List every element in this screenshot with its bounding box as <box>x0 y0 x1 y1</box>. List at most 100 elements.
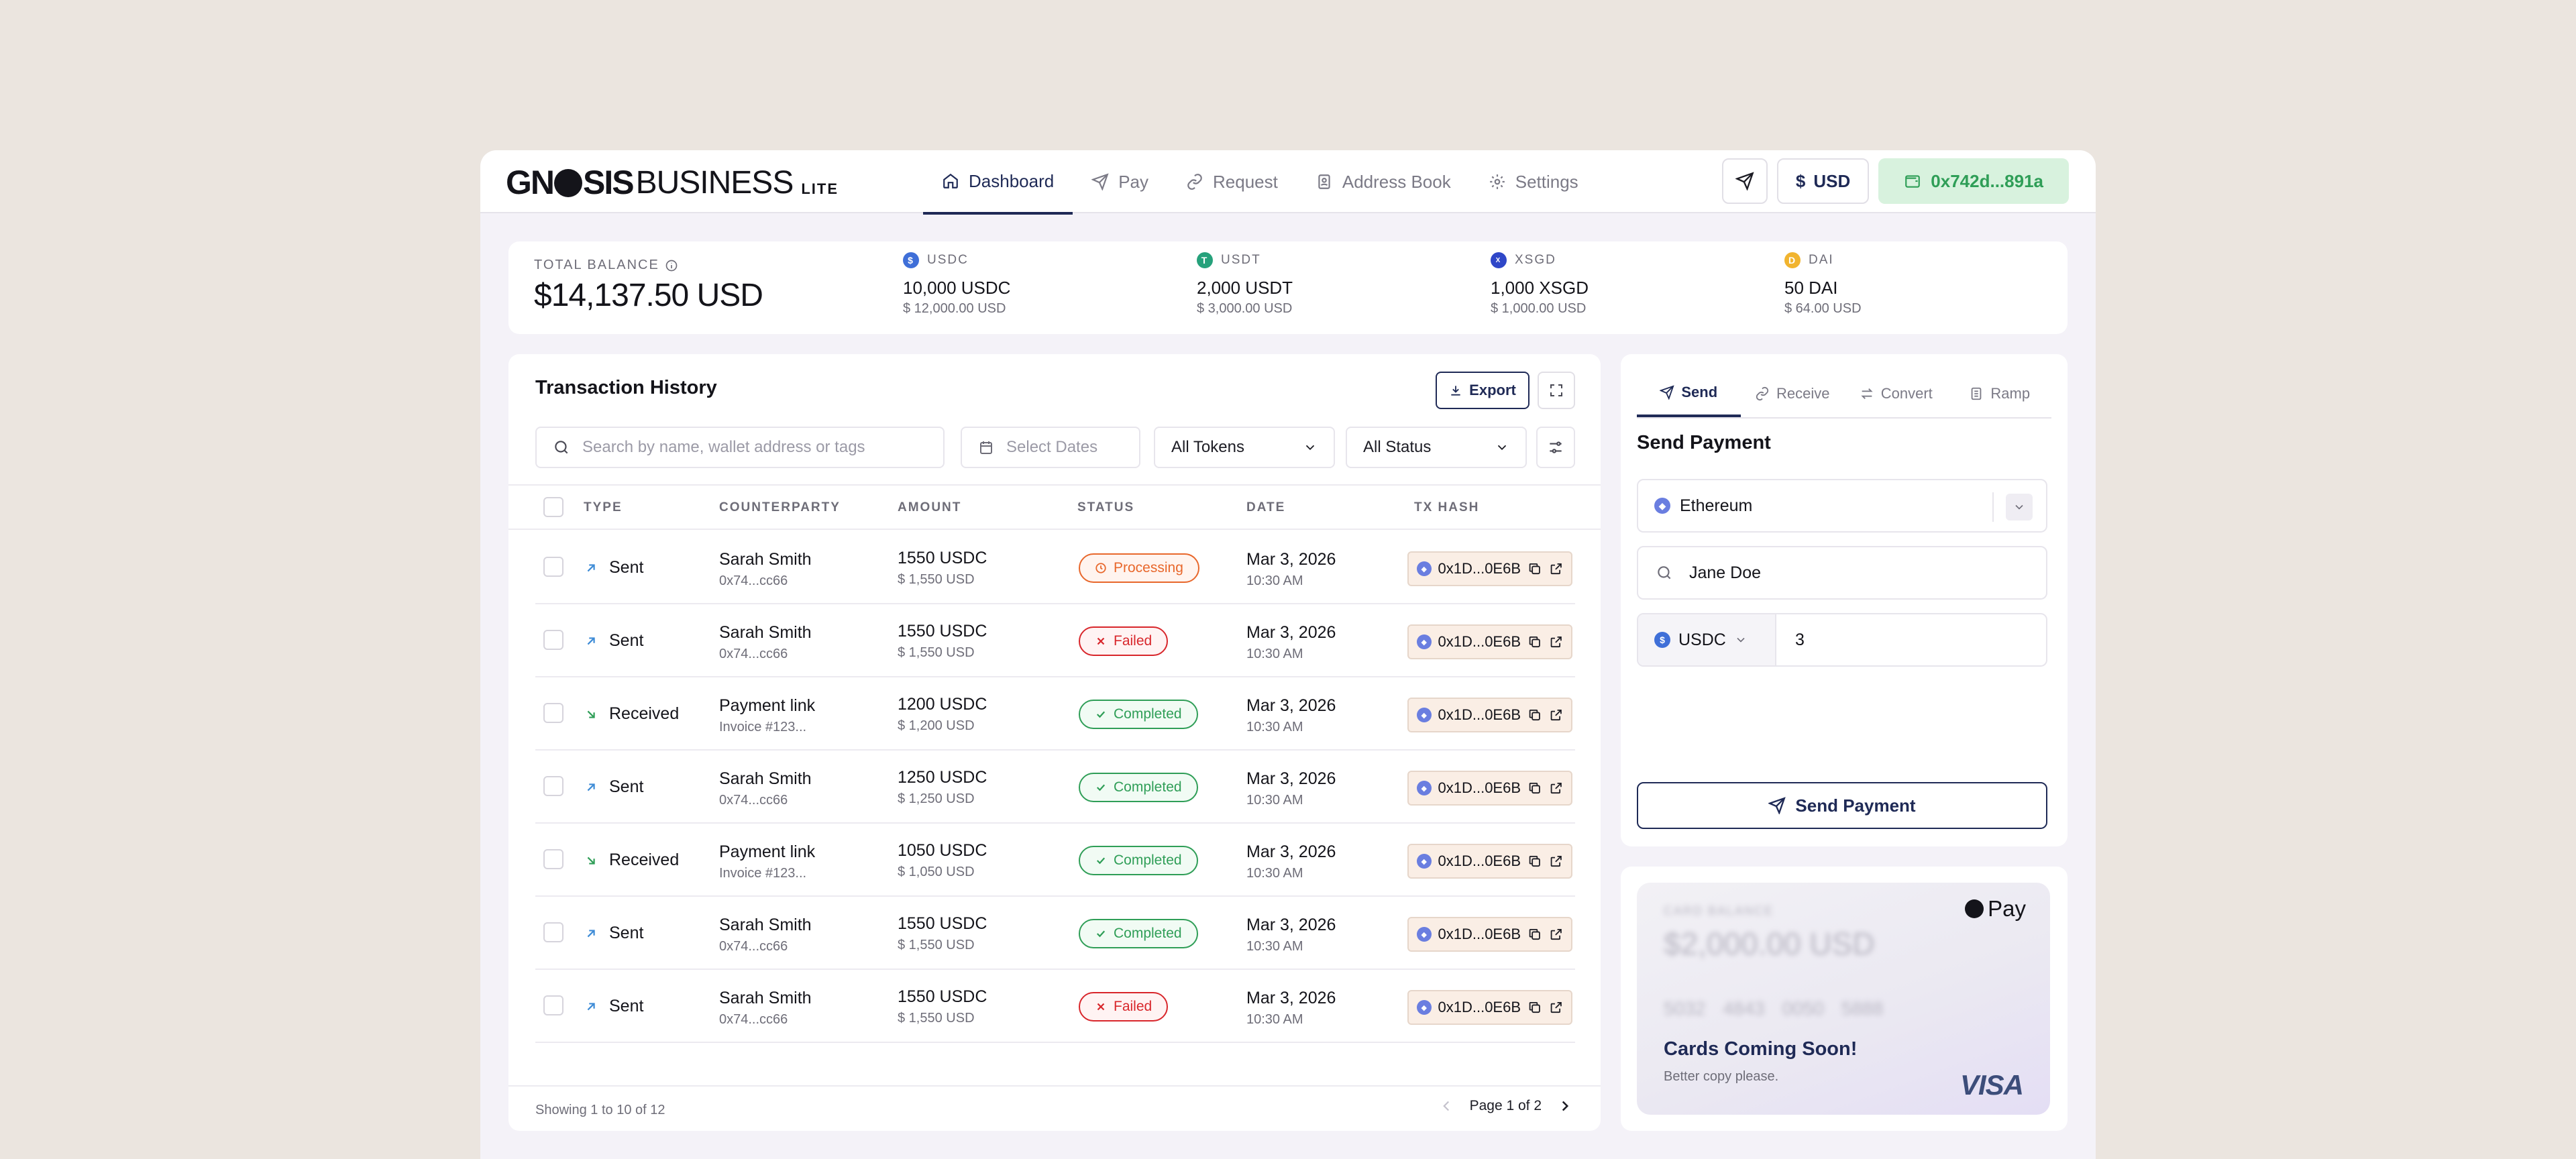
tab-receive[interactable]: Receive <box>1741 370 1845 417</box>
amount-usd: $ 1,200 USD <box>898 718 975 733</box>
amount-input[interactable]: 3 <box>1795 630 1805 649</box>
quick-send-button[interactable] <box>1721 158 1768 204</box>
recipient-input[interactable]: Jane Doe <box>1637 546 2047 600</box>
arrow-up-right-icon <box>587 783 595 791</box>
send-payment-button[interactable]: Send Payment <box>1637 782 2047 829</box>
chevron-down-icon <box>1305 445 1315 451</box>
external-link-icon[interactable] <box>1549 781 1564 795</box>
nav-settings[interactable]: Settings <box>1470 150 1597 213</box>
copy-icon[interactable] <box>1527 708 1542 722</box>
tx-hash-chip: ◆ 0x1D...0E6B <box>1407 917 1572 952</box>
status-label: Completed <box>1114 779 1182 795</box>
external-link-icon[interactable] <box>1549 927 1564 942</box>
select-all-checkbox[interactable] <box>543 497 564 517</box>
usdt-icon: T <box>1197 252 1213 268</box>
external-link-icon[interactable] <box>1549 1000 1564 1015</box>
copy-icon[interactable] <box>1527 561 1542 576</box>
status-badge: Completed <box>1079 773 1198 802</box>
time-value: 10:30 AM <box>1246 1012 1303 1027</box>
network-dropdown-button[interactable] <box>2006 494 2033 520</box>
nav-address-book[interactable]: Address Book <box>1297 150 1470 213</box>
external-link-icon[interactable] <box>1549 708 1564 722</box>
column-date[interactable]: DATE <box>1246 500 1286 514</box>
tab-send[interactable]: Send <box>1637 370 1741 417</box>
expand-button[interactable] <box>1538 372 1575 409</box>
column-type[interactable]: TYPE <box>584 500 623 514</box>
table-row[interactable]: Sent Sarah Smith 0x74...cc66 1550 USDC $ 1,5… <box>535 970 1575 1043</box>
amount-value: 1200 USDC <box>898 695 987 714</box>
status-filter-select[interactable]: All Status <box>1346 427 1527 468</box>
gnosis-business-logo[interactable]: GN SIS BUSINESS LITE <box>506 164 839 201</box>
currency-button[interactable]: $ USD <box>1776 158 1870 204</box>
column-counterparty[interactable]: COUNTERPARTY <box>719 500 841 514</box>
row-checkbox[interactable] <box>543 849 564 869</box>
wallet-address-button[interactable]: 0x742d...891a <box>1878 158 2069 204</box>
table-row[interactable]: Sent Sarah Smith 0x74...cc66 1550 USDC $ 1,5… <box>535 531 1575 604</box>
chevron-right-icon[interactable] <box>1556 1097 1574 1115</box>
column-tx-hash[interactable]: TX HASH <box>1414 500 1480 514</box>
amount-cell: 1550 USDC $ 1,550 USD <box>898 987 987 1026</box>
row-checkbox[interactable] <box>543 776 564 796</box>
table-footer: Showing 1 to 10 of 12 Page 1 of 2 <box>508 1085 1601 1131</box>
bank-icon <box>1972 387 1982 400</box>
row-checkbox[interactable] <box>543 995 564 1015</box>
copy-icon[interactable] <box>1527 781 1542 795</box>
copy-icon[interactable] <box>1527 927 1542 942</box>
nav-dashboard[interactable]: Dashboard <box>923 150 1073 215</box>
amount-value: 1550 USDC <box>898 549 987 567</box>
external-link-icon[interactable] <box>1549 634 1564 649</box>
search-input[interactable]: Search by name, wallet address or tags <box>535 427 945 468</box>
date-picker[interactable]: Select Dates <box>961 427 1140 468</box>
counterparty-cell: Sarah Smith 0x74...cc66 <box>719 550 812 589</box>
nav-pay[interactable]: Pay <box>1073 150 1167 213</box>
table-row[interactable]: Sent Sarah Smith 0x74...cc66 1250 USDC $ 1,2… <box>535 751 1575 824</box>
row-checkbox[interactable] <box>543 630 564 650</box>
logo-mark-icon <box>554 169 582 197</box>
row-checkbox[interactable] <box>543 557 564 577</box>
nav-request[interactable]: Request <box>1167 150 1297 213</box>
column-status[interactable]: STATUS <box>1077 500 1135 514</box>
amount-value: 1250 USDC <box>898 768 987 787</box>
type-label: Sent <box>609 777 644 796</box>
total-balance: TOTAL BALANCE $14,137.50 USD <box>534 258 763 314</box>
token-filter-select[interactable]: All Tokens <box>1154 427 1335 468</box>
external-link-icon[interactable] <box>1549 561 1564 576</box>
tab-convert[interactable]: Convert <box>1844 370 1948 417</box>
column-amount[interactable]: AMOUNT <box>898 500 962 514</box>
tab-ramp[interactable]: Ramp <box>1948 370 2052 417</box>
copy-icon[interactable] <box>1527 854 1542 869</box>
table-row[interactable]: Sent Sarah Smith 0x74...cc66 1550 USDC $ 1,5… <box>535 604 1575 677</box>
token-usdt: T USDT 2,000 USDT $ 3,000.00 USD <box>1197 252 1293 317</box>
copy-icon[interactable] <box>1527 634 1542 649</box>
date-value: Mar 3, 2026 <box>1246 623 1336 642</box>
info-icon[interactable] <box>665 259 678 272</box>
external-link-icon[interactable] <box>1549 854 1564 869</box>
network-select[interactable]: ◆ Ethereum <box>1637 479 2047 533</box>
row-checkbox[interactable] <box>543 703 564 723</box>
x-icon <box>1097 1003 1105 1011</box>
table-row[interactable]: Received Payment link Invoice #123... 1050 … <box>535 824 1575 897</box>
wallet-address: 0x742d...891a <box>1931 170 2043 191</box>
token-symbol: DAI <box>1809 253 1834 267</box>
status-badge: Processing <box>1079 553 1199 583</box>
copy-icon[interactable] <box>1527 1000 1542 1015</box>
chevron-left-icon[interactable] <box>1438 1097 1455 1115</box>
token-amount: 2,000 USDT <box>1197 278 1293 298</box>
row-checkbox[interactable] <box>543 922 564 942</box>
tx-hash-value: 0x1D...0E6B <box>1438 926 1521 942</box>
counterparty-name: Sarah Smith <box>719 550 812 569</box>
transaction-history-panel: Transaction History Export Search by nam… <box>508 354 1601 1131</box>
export-button[interactable]: Export <box>1436 372 1529 409</box>
send-icon <box>1735 172 1754 190</box>
token-select[interactable]: $ USDC <box>1638 614 1776 665</box>
gnosis-mark-icon <box>1965 899 1984 918</box>
recipient-value: Jane Doe <box>1689 563 1762 582</box>
table-row[interactable]: Sent Sarah Smith 0x74...cc66 1550 USDC $ 1,5… <box>535 897 1575 970</box>
check-icon <box>1096 930 1106 938</box>
type-cell: Sent <box>584 558 643 577</box>
counterparty-detail: 0x74...cc66 <box>719 793 788 808</box>
table-row[interactable]: Received Payment link Invoice #123... 1200 … <box>535 677 1575 751</box>
type-cell: Received <box>584 850 679 870</box>
advanced-filter-button[interactable] <box>1536 427 1575 468</box>
amount-usd: $ 1,550 USD <box>898 938 975 952</box>
